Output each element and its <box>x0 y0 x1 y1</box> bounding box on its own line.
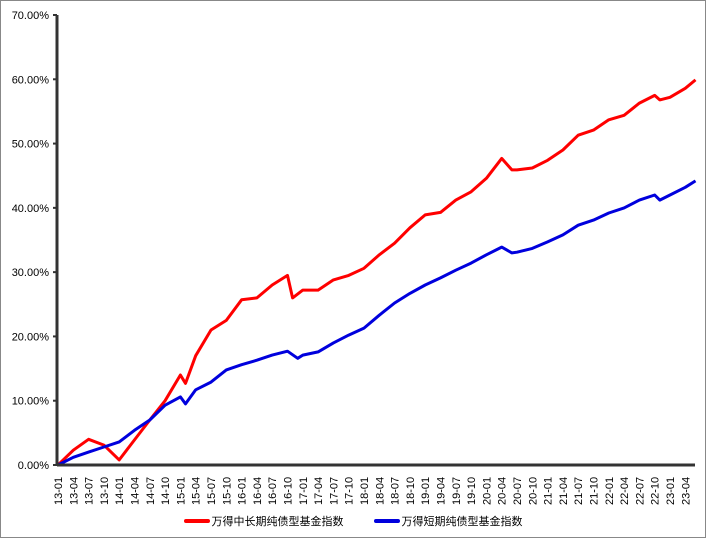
x-tick-label: 18-04 <box>374 477 386 505</box>
x-tick-label: 13-10 <box>99 477 111 505</box>
x-tick-label: 14-07 <box>145 477 157 505</box>
x-tick-label: 22-04 <box>619 477 631 505</box>
x-tick-label: 15-01 <box>175 477 187 505</box>
series-line-0 <box>56 78 697 467</box>
legend-item-short: 万得短期纯债型基金指数 <box>373 513 523 529</box>
x-tick-label: 14-10 <box>160 477 172 505</box>
x-tick-label: 17-04 <box>313 477 325 505</box>
x-tick-label: 22-01 <box>604 477 616 505</box>
x-tick-label: 14-01 <box>114 477 126 505</box>
x-tick-label: 13-01 <box>53 477 65 505</box>
y-tick-label: 40.00% <box>12 203 50 215</box>
x-tick-label: 14-04 <box>130 477 142 505</box>
y-tick-label: 50.00% <box>12 139 50 151</box>
x-tick-label: 23-04 <box>680 477 692 505</box>
x-tick-label: 22-07 <box>634 477 646 505</box>
x-tick-label: 16-01 <box>237 477 249 505</box>
legend-swatch-red <box>183 519 210 523</box>
x-tick-label: 13-04 <box>68 477 80 505</box>
legend-item-medium-long: 万得中长期纯债型基金指数 <box>183 513 344 529</box>
x-tick-label: 16-04 <box>252 477 264 505</box>
x-tick-label: 20-10 <box>527 477 539 505</box>
x-tick-label: 18-07 <box>390 477 402 505</box>
x-tick-label: 20-07 <box>512 477 524 505</box>
x-tick-label: 20-04 <box>497 477 509 505</box>
y-tick-label: 60.00% <box>12 74 50 86</box>
y-tick-label: 20.00% <box>12 331 50 343</box>
x-tick-label: 19-01 <box>420 477 432 505</box>
x-tick-label: 17-07 <box>328 477 340 505</box>
x-tick-label: 23-01 <box>665 477 677 505</box>
legend: 万得中长期纯债型基金指数 万得短期纯债型基金指数 <box>1 513 705 529</box>
x-tick-label: 19-04 <box>436 477 448 505</box>
y-tick-label: 0.00% <box>18 460 49 472</box>
x-tick-label: 17-01 <box>298 477 310 505</box>
x-tick-label: 16-10 <box>283 477 295 505</box>
legend-swatch-blue <box>373 519 400 523</box>
x-tick-label: 21-10 <box>589 477 601 505</box>
x-tick-label: 21-04 <box>558 477 570 505</box>
y-tick-label: 30.00% <box>12 267 50 279</box>
x-tick-label: 20-01 <box>481 477 493 505</box>
x-tick-label: 21-01 <box>543 477 555 505</box>
legend-label: 万得短期纯债型基金指数 <box>401 515 523 528</box>
x-tick-label: 18-10 <box>405 477 417 505</box>
x-tick-label: 19-10 <box>466 477 478 505</box>
legend-label: 万得中长期纯债型基金指数 <box>211 515 344 528</box>
x-tick-label: 15-10 <box>221 477 233 505</box>
x-tick-label: 13-07 <box>84 477 96 505</box>
x-tick-label: 15-07 <box>206 477 218 505</box>
y-tick-label: 10.00% <box>12 396 50 408</box>
x-tick-label: 21-07 <box>573 477 585 505</box>
x-tick-label: 16-07 <box>267 477 279 505</box>
x-tick-label: 22-10 <box>650 477 662 505</box>
y-tick-label: 70.00% <box>12 10 50 22</box>
x-tick-label: 18-01 <box>359 477 371 505</box>
x-tick-label: 19-07 <box>451 477 463 505</box>
x-tick-label: 17-10 <box>344 477 356 505</box>
x-tick-label: 15-04 <box>191 477 203 505</box>
series-line-1 <box>57 179 697 467</box>
